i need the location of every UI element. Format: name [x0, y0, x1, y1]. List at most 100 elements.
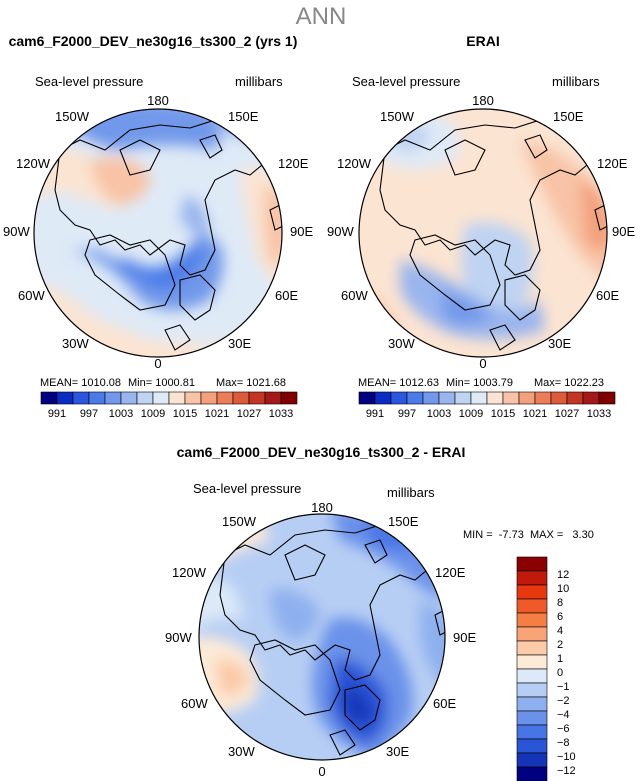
colorbar-swatch — [374, 391, 392, 405]
colorbar-tick: 991 — [366, 408, 384, 420]
colorbar-tick: 1003 — [109, 408, 133, 420]
min-label: Min= 1003.79 — [446, 377, 513, 389]
panel-diff-longitude-labels: 180 150E 120E 90E 60E 30E 0 30W 60W 90W … — [165, 500, 476, 779]
panel-diff-colorbar-ticks: 12 10 8 6 4 2 1 0 −1 −2 −4 −6 −8 −10 −12 — [557, 569, 576, 777]
colorbar-swatch — [516, 570, 548, 586]
lon-label: 150W — [55, 109, 90, 124]
panel-obs-colorbar-ticks: 991 997 1003 1009 1015 1021 1027 1033 — [366, 408, 611, 420]
colorbar-swatch — [470, 391, 488, 405]
lon-label: 150E — [553, 109, 584, 124]
panel-diff: cam6_F2000_DEV_ne30g16_ts300_2 - ERAI Se… — [165, 444, 594, 781]
panel-obs-title: ERAI — [466, 33, 499, 49]
colorbar-tick: 1021 — [205, 408, 229, 420]
colorbar-swatch — [280, 391, 298, 405]
lon-label: 150E — [388, 514, 419, 529]
colorbar-tick: 8 — [557, 597, 563, 609]
colorbar-swatch — [72, 391, 90, 405]
colorbar-swatch — [56, 391, 74, 405]
min-label: Min= 1000.81 — [128, 377, 195, 389]
panel-model-map — [34, 109, 282, 357]
figure-season-title: ANN — [296, 3, 347, 30]
lon-label: 60W — [181, 696, 208, 711]
colorbar-tick: 1027 — [555, 408, 579, 420]
colorbar-swatch — [88, 391, 106, 405]
colorbar-tick: −1 — [557, 681, 570, 693]
lon-label: 30W — [62, 336, 89, 351]
colorbar-tick: 1015 — [173, 408, 197, 420]
colorbar-swatch — [168, 391, 186, 405]
lon-label: 60W — [18, 288, 45, 303]
colorbar-tick: 0 — [557, 667, 563, 679]
colorbar-tick: 12 — [557, 569, 569, 581]
colorbar-swatch — [534, 391, 552, 405]
lon-label: 60W — [341, 288, 368, 303]
colorbar-swatch — [406, 391, 424, 405]
lon-label: 30W — [228, 744, 255, 759]
colorbar-swatch — [200, 391, 218, 405]
colorbar-tick: 1009 — [459, 408, 483, 420]
panel-diff-title: cam6_F2000_DEV_ne30g16_ts300_2 - ERAI — [177, 444, 466, 460]
panel-model-units-label: millibars — [235, 74, 283, 89]
panel-obs-stats: MEAN= 1012.63 Min= 1003.79 Max= 1022.23 — [358, 377, 604, 389]
colorbar-swatch — [516, 668, 548, 684]
panel-model-colorbar-ticks: 991 997 1003 1009 1015 1021 1027 1033 — [48, 408, 293, 420]
mean-label: MEAN= 1010.08 — [40, 377, 121, 389]
panel-diff-field-label: Sea-level pressure — [193, 481, 301, 496]
lon-label: 0 — [154, 356, 161, 371]
lon-label: 180 — [472, 93, 494, 108]
colorbar-tick: 1 — [557, 653, 563, 665]
colorbar-swatch — [516, 584, 548, 600]
panel-model: cam6_F2000_DEV_ne30g16_ts300_2 (yrs 1) S… — [3, 33, 313, 420]
colorbar-tick: 1015 — [491, 408, 515, 420]
colorbar-swatch — [582, 391, 600, 405]
mean-label: MEAN= 1012.63 — [358, 377, 439, 389]
colorbar-tick: −10 — [557, 751, 576, 763]
lon-label: 30E — [386, 744, 409, 759]
colorbar-tick: −12 — [557, 765, 576, 777]
colorbar-swatch — [550, 391, 568, 405]
colorbar-tick: −8 — [557, 737, 570, 749]
lon-label: 120E — [278, 156, 309, 171]
colorbar-swatch — [516, 654, 548, 670]
colorbar-swatch — [422, 391, 440, 405]
lon-label: 90E — [453, 630, 476, 645]
colorbar-tick: 1033 — [587, 408, 611, 420]
panel-diff-map — [199, 514, 445, 760]
colorbar-swatch — [502, 391, 520, 405]
panel-model-stats: MEAN= 1010.08 Min= 1000.81 Max= 1021.68 — [40, 377, 286, 389]
lon-label: 120W — [337, 156, 372, 171]
colorbar-tick: −6 — [557, 723, 570, 735]
lon-label: 120E — [597, 156, 628, 171]
panel-obs-field-label: Sea-level pressure — [352, 74, 460, 89]
colorbar-tick: 10 — [557, 583, 569, 595]
panel-model-field-label: Sea-level pressure — [35, 74, 143, 89]
colorbar-swatch — [516, 710, 548, 726]
lon-label: 60E — [275, 288, 298, 303]
lon-label: 90E — [290, 224, 313, 239]
lon-label: 180 — [147, 93, 169, 108]
colorbar-swatch — [516, 556, 548, 572]
colorbar-tick: 1021 — [523, 408, 547, 420]
colorbar-swatch — [152, 391, 170, 405]
lon-label: 30E — [548, 336, 571, 351]
panel-model-longitude-labels: 180 150E 120E 90E 60E 30E 0 30W 60W 90W … — [3, 93, 313, 371]
lon-label: 60E — [596, 288, 619, 303]
colorbar-swatch — [516, 724, 548, 740]
colorbar-tick: 6 — [557, 611, 563, 623]
panel-obs-map — [359, 109, 607, 357]
colorbar-swatch — [516, 626, 548, 642]
colorbar-tick: 4 — [557, 625, 563, 637]
colorbar-swatch — [454, 391, 472, 405]
colorbar-swatch — [516, 640, 548, 656]
colorbar-swatch — [516, 766, 548, 781]
colorbar-swatch — [516, 682, 548, 698]
colorbar-tick: 1027 — [237, 408, 261, 420]
panel-model-colorbar — [40, 391, 298, 405]
lon-label: 30W — [388, 336, 415, 351]
lon-label: 90W — [3, 224, 30, 239]
lon-label: 120W — [172, 565, 207, 580]
lon-label: 90W — [327, 224, 354, 239]
colorbar-swatch — [40, 391, 58, 405]
max-label: Max= 1022.23 — [534, 377, 604, 389]
colorbar-swatch — [438, 391, 456, 405]
